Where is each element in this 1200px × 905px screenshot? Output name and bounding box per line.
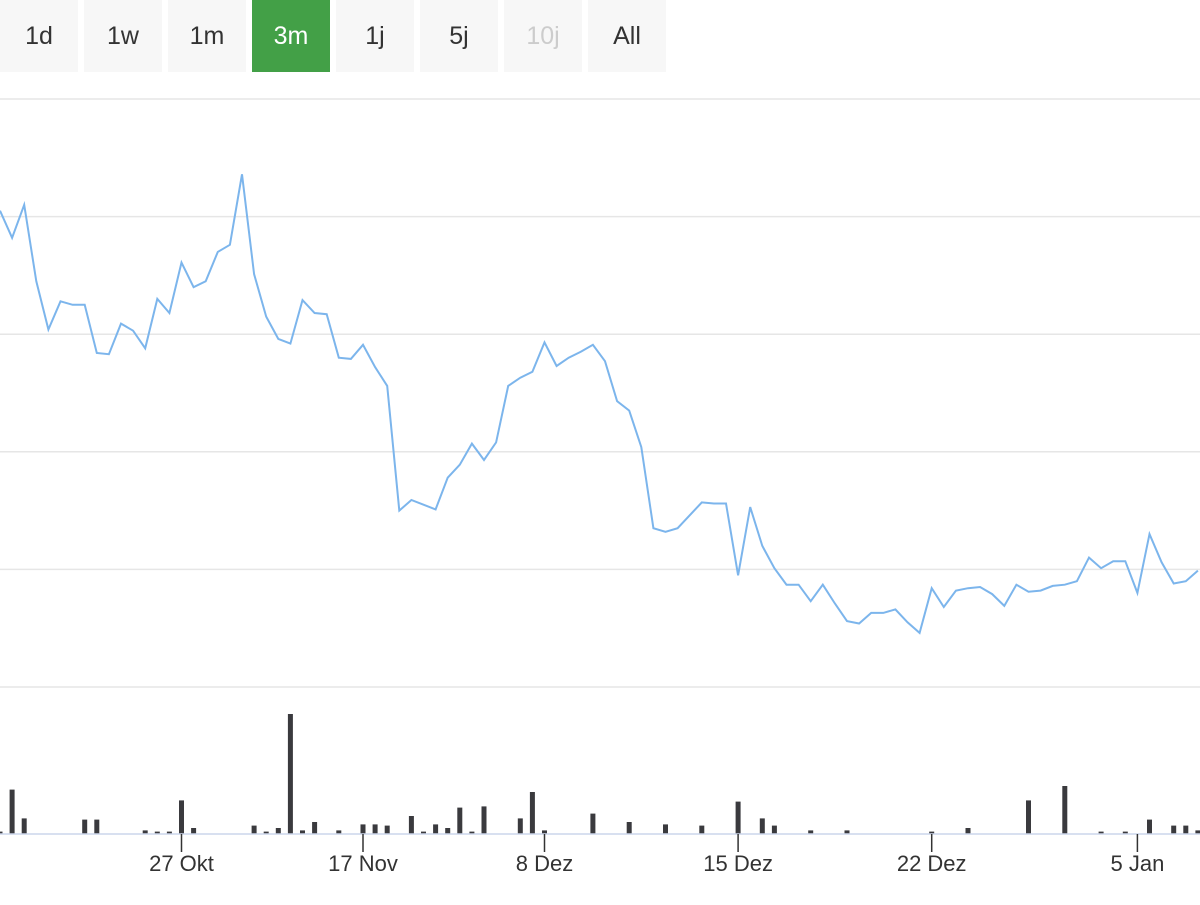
volume-bar bbox=[1183, 825, 1189, 834]
volume-bar bbox=[408, 816, 414, 834]
volume-bar bbox=[844, 830, 850, 834]
volume-bar bbox=[287, 714, 293, 834]
range-selector: 1d 1w 1m 3m 1j 5j 10j All bbox=[0, 0, 672, 72]
volume-bar bbox=[929, 831, 935, 834]
range-button-3m[interactable]: 3m bbox=[252, 0, 330, 72]
range-button-1d[interactable]: 1d bbox=[0, 0, 78, 72]
volume-bar bbox=[21, 818, 27, 834]
range-button-1j[interactable]: 1j bbox=[336, 0, 414, 72]
x-tick-label: 5 Jan bbox=[1110, 851, 1164, 876]
volume-bar bbox=[384, 825, 390, 834]
volume-bar bbox=[263, 831, 269, 834]
x-tick-label: 27 Okt bbox=[149, 851, 214, 876]
volume-bar bbox=[542, 830, 547, 834]
volume-bar bbox=[1195, 830, 1200, 834]
volume-bar bbox=[808, 830, 814, 834]
volume-bar bbox=[166, 831, 172, 834]
volume-bar bbox=[433, 824, 439, 834]
volume-bar bbox=[469, 831, 475, 834]
stock-chart: 27 Okt 17 Nov 8 Dez 15 Dez 22 Dez 5 Jan bbox=[0, 96, 1200, 900]
volume-bar bbox=[445, 828, 451, 834]
x-tick-label: 22 Dez bbox=[897, 851, 967, 876]
volume-bar bbox=[759, 818, 765, 834]
volume-bar bbox=[142, 830, 148, 834]
volume-bar bbox=[179, 800, 184, 834]
volume-bar bbox=[312, 822, 318, 834]
volume-bar bbox=[154, 831, 160, 834]
volume-bar bbox=[1098, 831, 1104, 834]
volume-bar bbox=[191, 828, 197, 834]
volume-bar bbox=[663, 824, 668, 834]
volume-bar bbox=[1122, 831, 1128, 834]
volume-bar bbox=[965, 828, 971, 834]
price-line bbox=[0, 174, 1199, 635]
volume-bar bbox=[735, 801, 741, 834]
volume-bar bbox=[82, 819, 88, 834]
volume-bar bbox=[1062, 786, 1068, 834]
chart-svg: 27 Okt 17 Nov 8 Dez 15 Dez 22 Dez 5 Jan bbox=[0, 98, 1200, 876]
volume-bar bbox=[275, 828, 281, 834]
volume-bar bbox=[529, 792, 535, 834]
volume-bar bbox=[336, 830, 342, 834]
volume-bar bbox=[626, 822, 632, 834]
x-tick-label: 15 Dez bbox=[703, 851, 773, 876]
volume-bar bbox=[457, 807, 463, 834]
volume-bar bbox=[372, 824, 378, 834]
range-button-1w[interactable]: 1w bbox=[84, 0, 162, 72]
volume-bar bbox=[0, 831, 3, 834]
range-button-1m[interactable]: 1m bbox=[168, 0, 246, 72]
volume-bar bbox=[771, 825, 777, 834]
volume-bar bbox=[517, 818, 523, 834]
volume-bar bbox=[699, 825, 705, 834]
range-button-all[interactable]: All bbox=[588, 0, 666, 72]
volume-bar bbox=[1147, 819, 1152, 834]
volume-bar bbox=[251, 825, 257, 834]
x-tick-label: 8 Dez bbox=[516, 851, 573, 876]
volume-bar bbox=[590, 813, 596, 834]
range-button-10j: 10j bbox=[504, 0, 582, 72]
volume-bar bbox=[1171, 825, 1177, 834]
volume-bar bbox=[1026, 800, 1031, 834]
range-button-5j[interactable]: 5j bbox=[420, 0, 498, 72]
volume-bar bbox=[421, 831, 426, 834]
x-tick-label: 17 Nov bbox=[328, 851, 398, 876]
volume-bar bbox=[481, 806, 487, 834]
volume-bar bbox=[94, 819, 100, 834]
volume-bar bbox=[9, 789, 15, 834]
volume-bar bbox=[300, 830, 305, 834]
volume-bar bbox=[360, 824, 366, 834]
